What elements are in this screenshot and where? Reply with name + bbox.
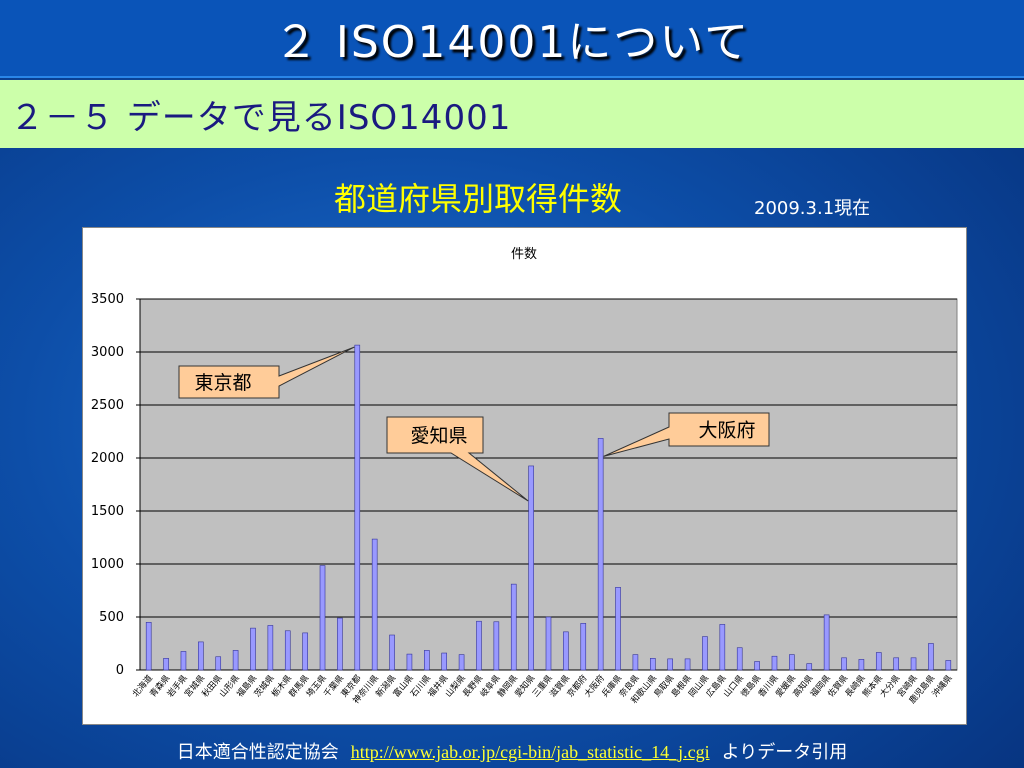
- bar: [945, 660, 952, 671]
- bar: [493, 621, 500, 671]
- bar: [545, 616, 552, 671]
- bar: [371, 538, 378, 671]
- y-tick-label: 0: [116, 663, 124, 678]
- bar: [910, 657, 917, 671]
- bar: [424, 650, 430, 671]
- source-org: 日本適合性認定協会: [176, 742, 339, 763]
- bar: [284, 630, 291, 671]
- bar: [510, 583, 517, 671]
- callout-label: 東京都: [194, 372, 251, 394]
- chart-title: 件数: [511, 247, 537, 262]
- bar: [267, 625, 274, 671]
- bar: [180, 651, 187, 671]
- bar: [893, 657, 899, 671]
- date-note: 2009.3.1現在: [754, 198, 871, 219]
- callout-box: [178, 346, 355, 399]
- bar: [215, 656, 222, 671]
- y-tick-label: 500: [99, 610, 124, 625]
- footer: 日本適合性認定協会 http://www.jab.or.jp/cgi-bin/ja…: [0, 738, 1024, 764]
- y-tick-label: 2500: [91, 398, 124, 413]
- bar: [319, 565, 326, 671]
- callout-box: [386, 416, 529, 502]
- bar-chart: 件数0500100015002000250030003500北海道青森県岩手県宮…: [91, 247, 958, 706]
- bar: [250, 627, 256, 671]
- subtitle-bar: ２－５ データで見るISO14001: [0, 80, 1024, 148]
- bar: [597, 438, 604, 671]
- callout-box: [603, 412, 770, 457]
- slide-title: ２ ISO14001について: [273, 17, 751, 68]
- bar: [858, 659, 865, 671]
- bar: [649, 658, 656, 671]
- bar: [563, 631, 569, 671]
- bar: [615, 587, 621, 671]
- bar: [389, 634, 395, 671]
- bar: [736, 647, 743, 671]
- y-tick-label: 3000: [91, 345, 124, 360]
- bar: [789, 654, 795, 671]
- chart-frame: 件数 0 500 1000 1500 2000 2500 3000 3500 北海道 青森県 岩手県宮…: [82, 227, 967, 725]
- bar: [163, 658, 169, 671]
- y-tick-label: 2000: [91, 451, 124, 466]
- y-tick-label: 1000: [91, 557, 124, 572]
- source-link[interactable]: http://www.jab.or.jp/cgi-bin/jab_statist…: [350, 742, 710, 762]
- bar: [702, 636, 708, 671]
- callout-label: 大阪府: [698, 420, 755, 442]
- plot-area: [139, 298, 958, 671]
- slide-subtitle: ２－５ データで見るISO14001: [10, 98, 512, 138]
- bar: [354, 344, 361, 671]
- bar: [841, 657, 847, 671]
- callout-label: 愛知県: [410, 425, 467, 447]
- bar: [771, 655, 778, 671]
- source-suffix: よりデータ引用: [721, 742, 848, 763]
- bar: [667, 658, 673, 671]
- y-tick-label: 1500: [91, 504, 124, 519]
- bar: [145, 621, 152, 671]
- bar: [684, 658, 691, 671]
- bar: [806, 663, 813, 671]
- bar: [928, 643, 934, 671]
- bar: [580, 623, 587, 671]
- bar: [754, 661, 760, 671]
- y-tick-label: 3500: [91, 292, 124, 307]
- bar: [337, 617, 343, 671]
- bar: [476, 620, 482, 671]
- bar: [302, 632, 308, 671]
- bar: [875, 652, 882, 671]
- bar: [632, 654, 639, 671]
- bar: [441, 652, 448, 671]
- title-bar: ２ ISO14001について: [0, 0, 1024, 78]
- bar: [232, 650, 239, 671]
- bar: [823, 614, 830, 671]
- bar: [528, 465, 534, 671]
- chart-heading: 都道府県別取得件数: [334, 180, 623, 218]
- bar: [719, 624, 726, 671]
- bar: [458, 654, 465, 671]
- x-tick-label: 沖縄県: [930, 672, 955, 699]
- bar: [406, 653, 413, 671]
- bar: [198, 641, 204, 671]
